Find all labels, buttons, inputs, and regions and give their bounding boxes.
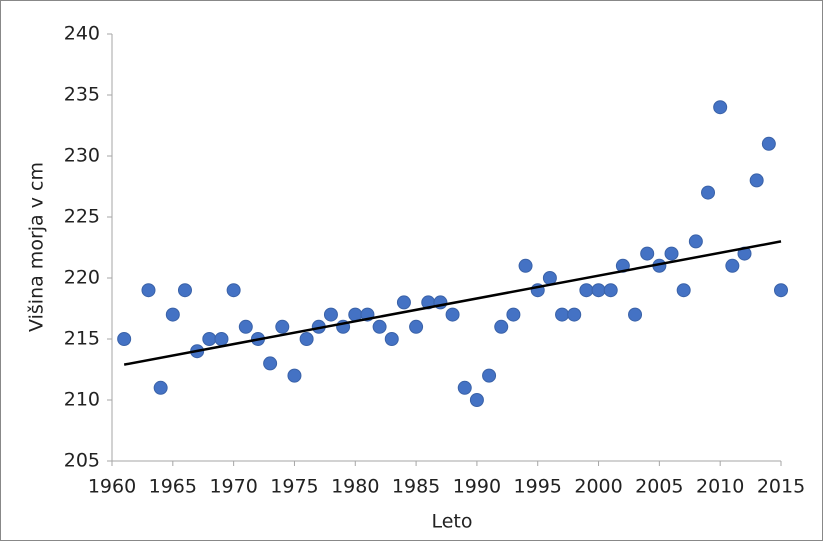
point (214, 332, 229, 346)
y-tick-label: 235 (64, 84, 100, 106)
y-tick-label: 205 (64, 450, 100, 472)
point (640, 246, 655, 261)
point (761, 136, 776, 151)
y-axis-title: Višina morja v cm (26, 162, 48, 332)
point (372, 319, 387, 334)
point (299, 332, 314, 346)
x-tick-label: 1990 (453, 476, 501, 498)
point (774, 283, 788, 298)
x-tick-label: 1965 (149, 476, 197, 498)
point (445, 307, 460, 322)
point (202, 332, 217, 346)
point (457, 380, 472, 395)
y-tick-label: 225 (64, 206, 100, 228)
point (603, 283, 618, 298)
point (676, 283, 691, 298)
point (141, 283, 156, 298)
x-axis-title: Leto (431, 511, 472, 533)
point (506, 307, 521, 322)
point (555, 307, 570, 322)
point (688, 234, 703, 249)
y-tick-label: 215 (64, 328, 100, 350)
point (153, 380, 168, 395)
point (409, 319, 424, 334)
point (482, 368, 497, 383)
point (396, 295, 411, 310)
point (323, 307, 338, 322)
point (701, 185, 716, 200)
point (494, 319, 509, 334)
point (518, 258, 533, 273)
point (263, 356, 278, 371)
y-tick-label: 210 (64, 389, 100, 411)
point (664, 246, 679, 261)
point (238, 319, 253, 334)
x-tick-label: 2005 (635, 476, 683, 498)
point (749, 173, 764, 188)
point (287, 368, 302, 383)
point (165, 307, 180, 322)
y-tick-label: 230 (64, 145, 100, 167)
x-tick-label: 1970 (209, 476, 257, 498)
x-tick-label: 1975 (270, 476, 318, 498)
point (628, 307, 643, 322)
point (177, 283, 192, 298)
x-tick-label: 1980 (331, 476, 379, 498)
point (725, 258, 740, 273)
x-tick-label: 1995 (514, 476, 562, 498)
trendline (123, 240, 782, 366)
y-tick-label: 240 (64, 23, 100, 45)
point (226, 283, 241, 298)
point (384, 332, 399, 346)
point (567, 307, 582, 322)
y-tick-label: 220 (64, 267, 100, 289)
point (591, 283, 606, 298)
x-tick-label: 2010 (696, 476, 744, 498)
point (713, 100, 728, 115)
point (579, 283, 594, 298)
point (542, 271, 557, 285)
point (275, 319, 290, 334)
point (117, 332, 132, 346)
x-tick-label: 2015 (757, 476, 805, 498)
x-tick-label: 1960 (88, 476, 136, 498)
point (469, 393, 484, 407)
x-tick-label: 1985 (392, 476, 440, 498)
x-tick-label: 2000 (574, 476, 622, 498)
